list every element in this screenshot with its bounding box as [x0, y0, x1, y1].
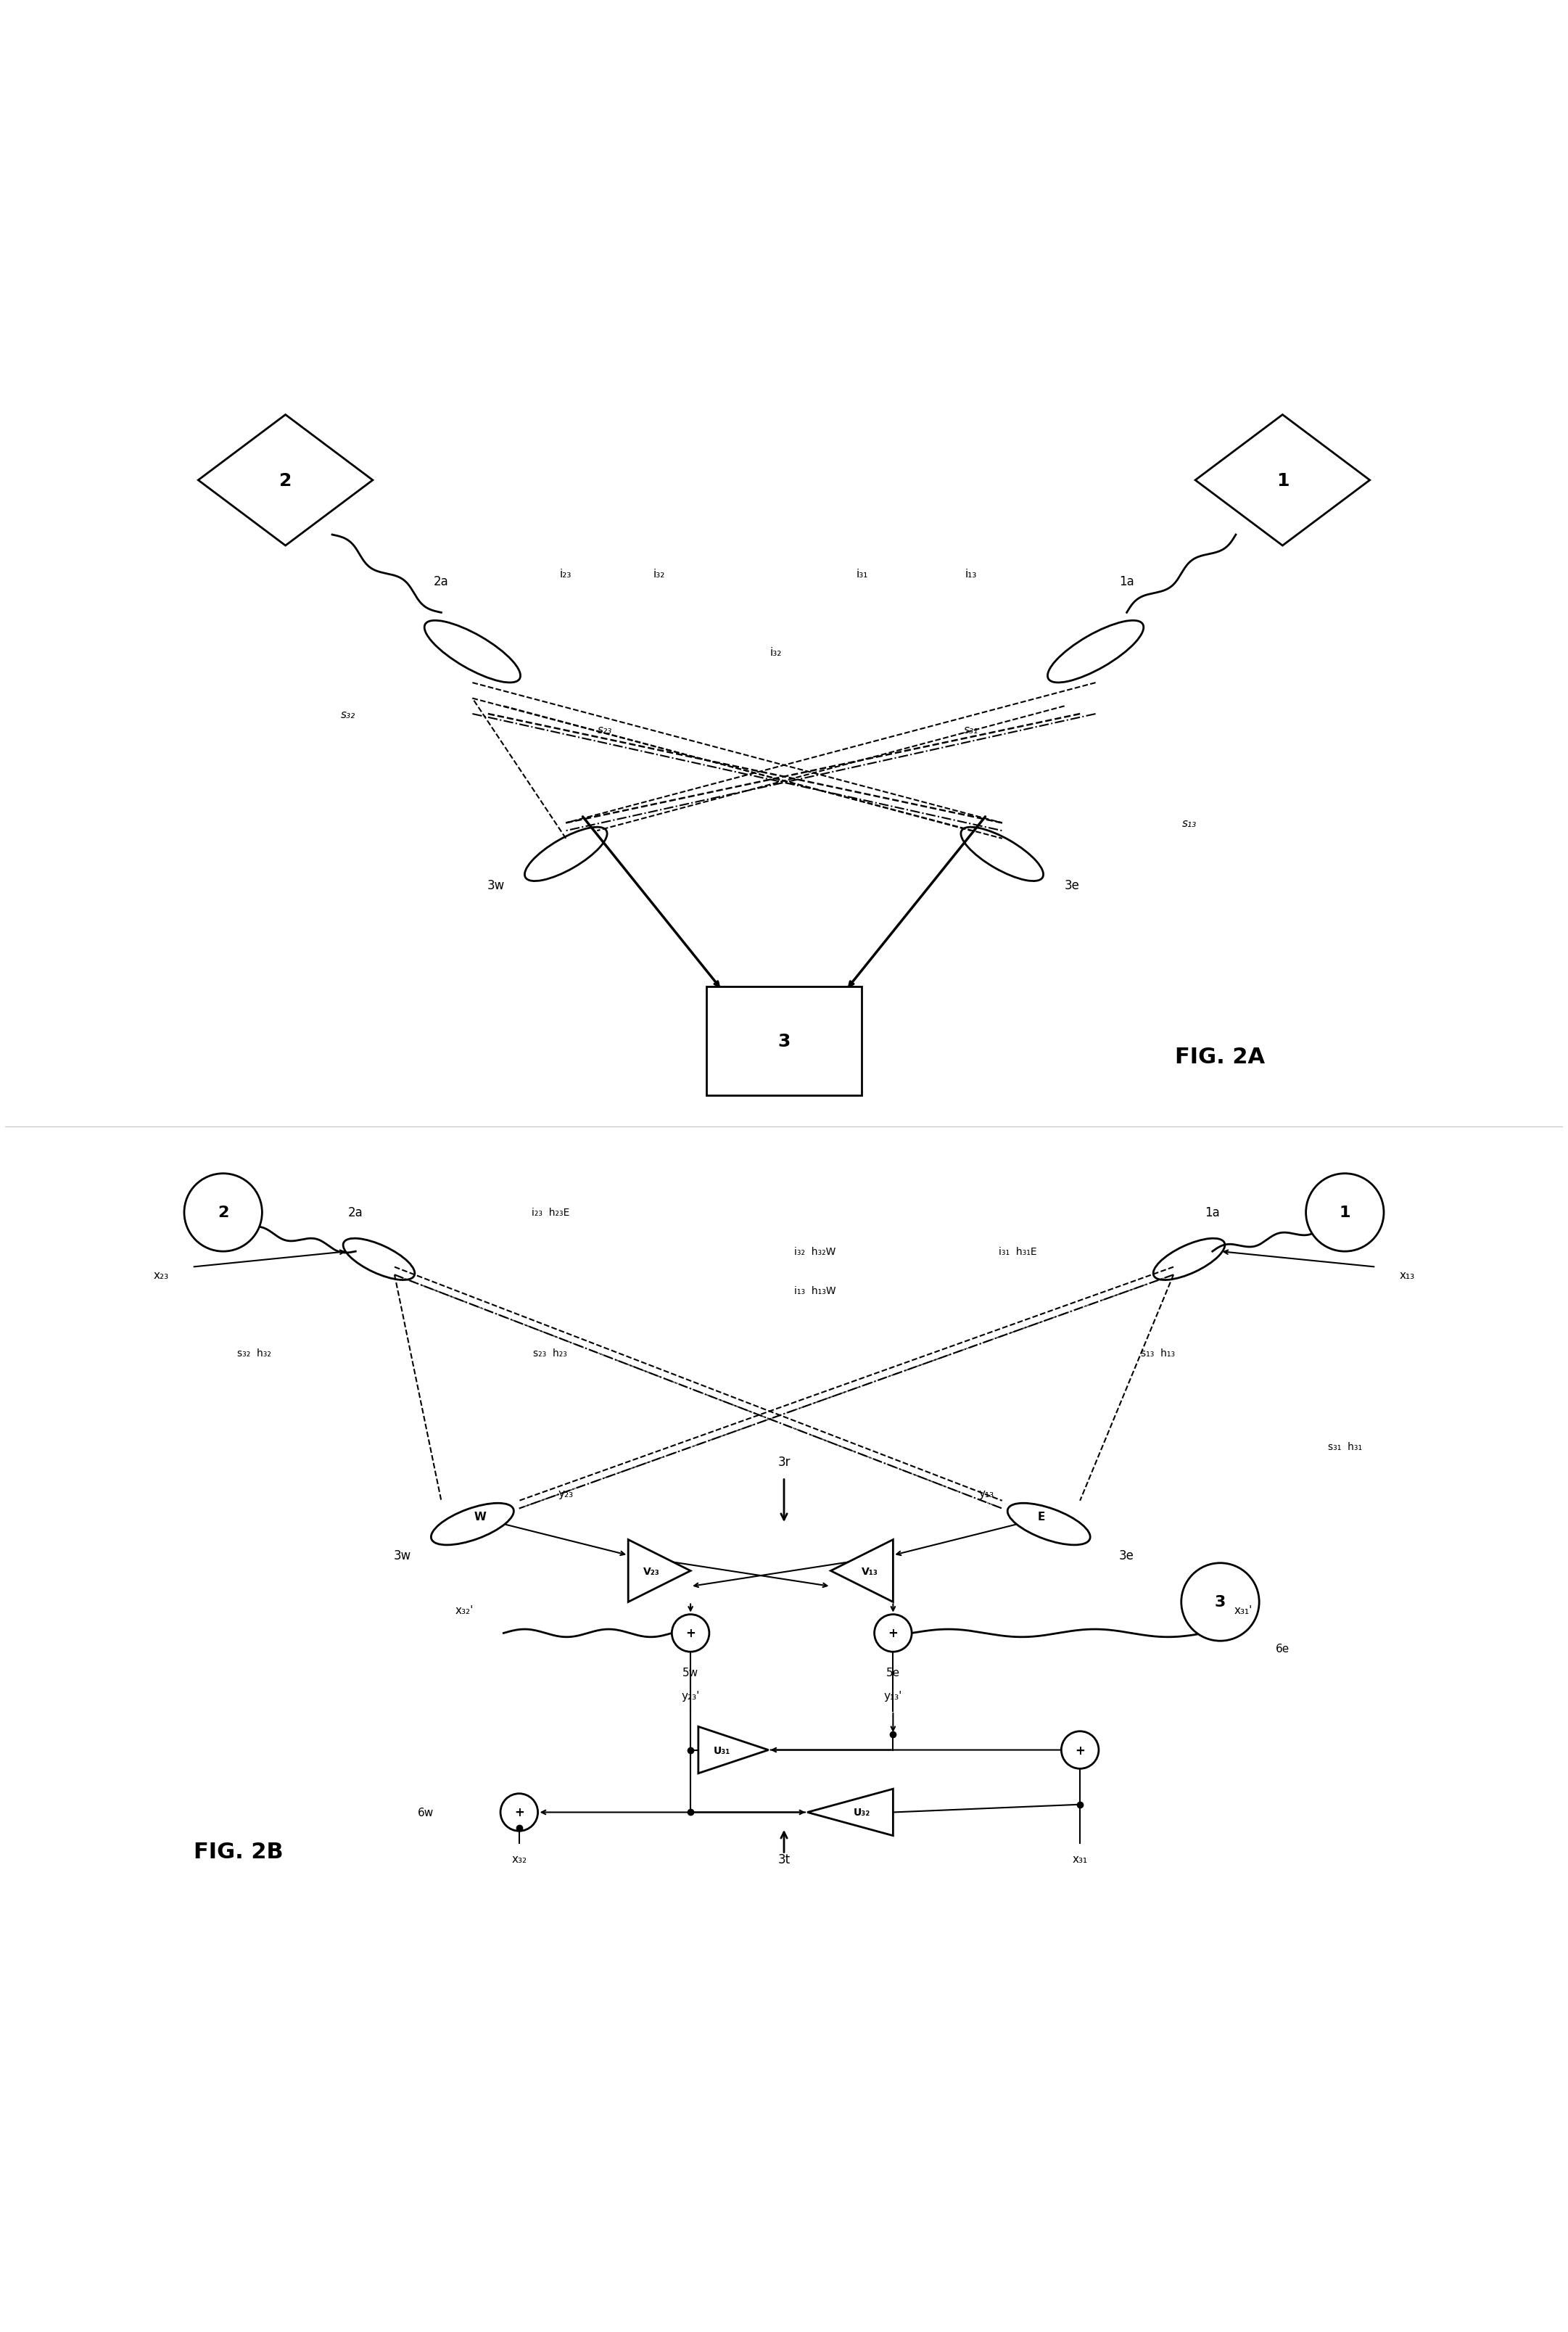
Polygon shape [831, 1539, 894, 1602]
Text: U₃₁: U₃₁ [713, 1744, 731, 1756]
Text: 3e: 3e [1065, 879, 1080, 893]
FancyBboxPatch shape [706, 986, 862, 1096]
Text: V₁₃: V₁₃ [861, 1565, 878, 1576]
Text: U₃₂: U₃₂ [853, 1807, 870, 1817]
Text: 6e: 6e [1275, 1644, 1289, 1653]
Text: i₃₁  h₃₁E: i₃₁ h₃₁E [999, 1248, 1036, 1257]
Text: x₁₃: x₁₃ [1400, 1269, 1414, 1280]
Text: s₁₃  h₁₃: s₁₃ h₁₃ [1142, 1348, 1174, 1357]
Text: y₂₃': y₂₃' [682, 1691, 699, 1700]
Text: x₂₃: x₂₃ [154, 1269, 168, 1280]
Text: 2: 2 [218, 1206, 229, 1220]
Text: i₁₃: i₁₃ [964, 569, 977, 581]
Text: V₂₃: V₂₃ [643, 1565, 660, 1576]
Text: i₃₂: i₃₂ [654, 569, 665, 581]
Text: 2: 2 [279, 471, 292, 490]
Text: x₃₂: x₃₂ [511, 1854, 527, 1866]
Circle shape [1181, 1562, 1259, 1642]
Text: x₃₁: x₃₁ [1073, 1854, 1088, 1866]
Text: x₃₂': x₃₂' [455, 1604, 474, 1616]
Circle shape [500, 1793, 538, 1831]
Text: s₂₃: s₂₃ [597, 725, 612, 735]
Text: 1a: 1a [1120, 576, 1134, 588]
Text: 1: 1 [1276, 471, 1289, 490]
Text: s₃₂  h₃₂: s₃₂ h₃₂ [237, 1348, 271, 1357]
Text: s₂₃  h₂₃: s₂₃ h₂₃ [533, 1348, 568, 1357]
Text: 3w: 3w [394, 1548, 411, 1562]
Text: +: + [887, 1628, 898, 1639]
Text: +: + [685, 1628, 696, 1639]
Circle shape [671, 1614, 709, 1651]
Text: y₁₃: y₁₃ [978, 1488, 994, 1499]
Text: 5e: 5e [886, 1667, 900, 1677]
Text: 3t: 3t [778, 1852, 790, 1866]
Text: y₂₃: y₂₃ [558, 1488, 574, 1499]
Circle shape [1306, 1173, 1385, 1252]
Circle shape [875, 1614, 911, 1651]
Text: FIG. 2B: FIG. 2B [194, 1840, 284, 1861]
Text: 3e: 3e [1120, 1548, 1134, 1562]
Polygon shape [698, 1726, 768, 1772]
Text: 3: 3 [1215, 1595, 1226, 1609]
Circle shape [1062, 1730, 1099, 1768]
Text: 6w: 6w [417, 1807, 434, 1819]
Text: i₂₃  h₂₃E: i₂₃ h₂₃E [532, 1208, 569, 1217]
Text: FIG. 2A: FIG. 2A [1174, 1047, 1265, 1068]
Text: i₃₁: i₃₁ [856, 569, 867, 581]
Text: x₃₁': x₃₁' [1234, 1604, 1253, 1616]
Text: +: + [1076, 1744, 1085, 1756]
Text: 3: 3 [778, 1033, 790, 1049]
Text: 1a: 1a [1204, 1206, 1220, 1220]
Text: 3w: 3w [488, 879, 505, 893]
Text: s₁₃: s₁₃ [1182, 819, 1196, 828]
Text: 5w: 5w [682, 1667, 699, 1677]
Text: i₂₃: i₂₃ [560, 569, 572, 581]
Text: s₃₁  h₃₁: s₃₁ h₃₁ [1328, 1441, 1363, 1451]
Text: i₃₂: i₃₂ [770, 646, 782, 658]
Polygon shape [1195, 415, 1370, 546]
Polygon shape [629, 1539, 690, 1602]
Text: y₁₃': y₁₃' [884, 1691, 902, 1700]
Text: s₃₂: s₃₂ [340, 709, 354, 721]
Text: E: E [1038, 1511, 1044, 1523]
Text: i₃₂  h₃₂W: i₃₂ h₃₂W [795, 1248, 836, 1257]
Text: W: W [474, 1511, 486, 1523]
Polygon shape [198, 415, 373, 546]
Polygon shape [808, 1789, 894, 1835]
Text: 3r: 3r [778, 1455, 790, 1469]
Text: s₃₁: s₃₁ [964, 725, 978, 735]
Text: 2a: 2a [434, 576, 448, 588]
Circle shape [183, 1173, 262, 1252]
Text: 1: 1 [1339, 1206, 1350, 1220]
Text: i₁₃  h₁₃W: i₁₃ h₁₃W [795, 1285, 836, 1297]
Text: +: + [514, 1805, 524, 1819]
Text: 2a: 2a [348, 1206, 364, 1220]
